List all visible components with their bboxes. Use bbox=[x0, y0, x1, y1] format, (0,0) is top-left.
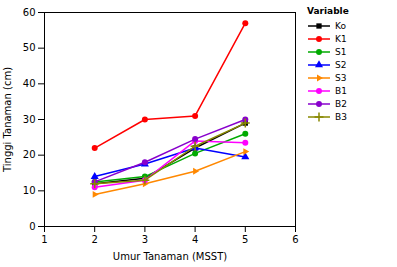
html-text:S2: S2 bbox=[335, 59, 347, 70]
svg-text:6: 6 bbox=[292, 234, 298, 245]
svg-text:20: 20 bbox=[23, 149, 36, 160]
svg-text:0: 0 bbox=[29, 221, 35, 232]
svg-text:Umur Tanaman (MSST): Umur Tanaman (MSST) bbox=[113, 251, 227, 262]
svg-text:40: 40 bbox=[23, 78, 36, 89]
svg-text:1: 1 bbox=[41, 234, 47, 245]
svg-text:10: 10 bbox=[23, 185, 36, 196]
svg-text:2: 2 bbox=[92, 234, 98, 245]
html-text:S1: S1 bbox=[335, 46, 347, 57]
svg-text:50: 50 bbox=[23, 42, 36, 53]
svg-text:5: 5 bbox=[242, 234, 248, 245]
html-text:B1: B1 bbox=[335, 85, 347, 96]
svg-text:4: 4 bbox=[192, 234, 198, 245]
html-text:S3: S3 bbox=[335, 72, 347, 83]
html-text:B3: B3 bbox=[335, 111, 347, 122]
svg-text:3: 3 bbox=[142, 234, 148, 245]
svg-text:30: 30 bbox=[23, 114, 36, 125]
svg-text:Tinggi Tanaman (cm): Tinggi Tanaman (cm) bbox=[2, 67, 13, 173]
html-text:Variable: Variable bbox=[307, 6, 349, 16]
html-text:K1: K1 bbox=[335, 33, 347, 44]
html-text:B2: B2 bbox=[335, 98, 347, 109]
html-text:Ko: Ko bbox=[335, 20, 346, 31]
svg-text:60: 60 bbox=[23, 7, 36, 18]
